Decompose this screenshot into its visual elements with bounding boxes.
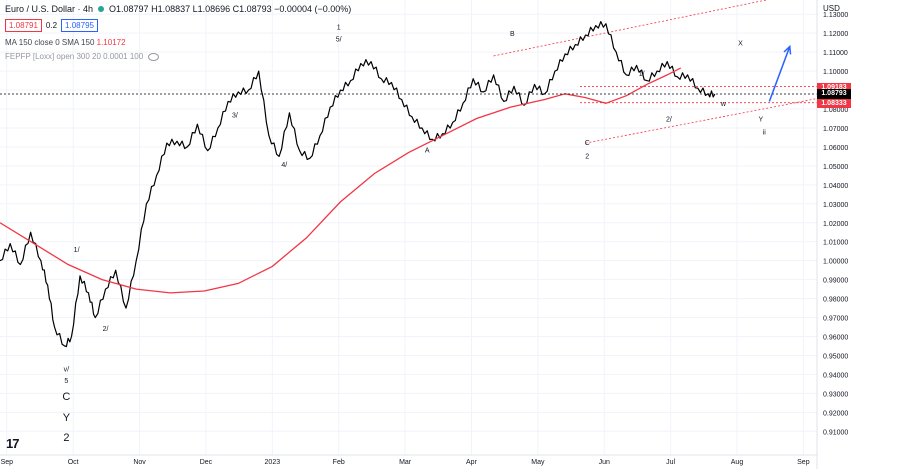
wave-label: 1/: [639, 71, 645, 78]
y-tick-label: 1.07000: [823, 126, 848, 133]
projection-arrow-head: [783, 44, 792, 55]
y-tick-label: 0.98000: [823, 297, 848, 304]
channel-lower-line: [585, 98, 818, 144]
wave-label: 2: [585, 153, 589, 160]
spread-value: 0.2: [45, 21, 58, 30]
x-tick-label: Mar: [399, 459, 412, 466]
wave-label: 1/: [74, 247, 80, 254]
grid-layer: [0, 0, 817, 455]
y-tick-label: 1.13000: [823, 12, 848, 19]
wave-label: Y: [758, 116, 763, 123]
y-tick-label: 1.08000: [823, 107, 848, 114]
wave-label: 1: [337, 24, 341, 31]
x-tick-label: Apr: [466, 459, 478, 466]
x-tick-label: Nov: [133, 459, 146, 466]
price-axis-panel: [817, 0, 900, 469]
y-tick-label: 1.12000: [823, 31, 848, 38]
y-tick-label: 1.04000: [823, 183, 848, 190]
y-tick-label: 1.02000: [823, 221, 848, 228]
channel-layer: [493, 0, 818, 144]
wave-label: 2/: [103, 326, 109, 333]
ma-indicator-value: 1.10172: [96, 38, 126, 47]
wave-label: B: [510, 31, 515, 38]
currency-label: USD: [823, 4, 840, 13]
wave-label: C: [585, 140, 590, 147]
ma-layer: [0, 67, 682, 294]
wave-label: 2/: [666, 116, 672, 123]
wave-label: 5: [64, 378, 68, 385]
y-tick-label: 0.92000: [823, 410, 848, 417]
market-status-icon: [98, 6, 105, 12]
x-tick-label: Aug: [731, 459, 744, 466]
y-tick-label: 1.00000: [823, 259, 848, 266]
y-tick-label: 1.06000: [823, 145, 848, 152]
hidden-eye-icon[interactable]: [148, 52, 160, 61]
y-tick-label: 0.94000: [823, 372, 848, 379]
price-layer: [0, 21, 716, 348]
ma-indicator-label: MA 150 close 0 SMA 150: [5, 38, 95, 47]
y-tick-label: 0.99000: [823, 278, 848, 285]
x-tick-label: Dec: [200, 459, 213, 466]
ask-button[interactable]: 1.08795: [61, 19, 98, 32]
wave-label: 2: [63, 432, 69, 444]
y-tick-label: 1.05000: [823, 164, 848, 171]
wave-label: 5/: [336, 37, 342, 44]
projection-arrow-shaft: [768, 46, 791, 102]
y-tick-label: 0.96000: [823, 335, 848, 342]
wave-label: i: [689, 0, 691, 2]
price-series-line: [0, 59, 382, 348]
x-tick-label: Sep: [797, 459, 810, 466]
x-tick-label: Oct: [68, 459, 79, 466]
x-tick-label: 2023: [265, 459, 281, 466]
tradingview-logo[interactable]: 17: [6, 436, 20, 451]
fepfp-indicator-legend[interactable]: FEPFP [Loxx] open 300 20 0.0001 100: [5, 52, 160, 61]
wave-label: X: [738, 41, 743, 48]
y-tick-label: 0.97000: [823, 316, 848, 323]
wave-label: 3/: [232, 113, 238, 120]
x-tick-label: Jul: [666, 459, 675, 466]
quote-boxes: 1.08791 0.2 1.08795: [5, 19, 98, 32]
level-label-lower: 1.08333: [817, 98, 851, 108]
fepfp-indicator-label: FEPFP [Loxx] open 300 20 0.0001 100: [5, 52, 144, 61]
ma-indicator-legend[interactable]: MA 150 close 0 SMA 150 1.10172: [5, 38, 126, 47]
symbol-header: Euro / U.S. Dollar · 4h O1.08797 H1.0883…: [5, 4, 351, 14]
level-layer: [0, 86, 817, 104]
y-tick-label: 1.10000: [823, 69, 848, 76]
wave-label: A: [425, 148, 430, 155]
x-tick-label: Sep: [1, 459, 14, 466]
y-tick-label: 1.03000: [823, 202, 848, 209]
y-tick-label: 0.91000: [823, 429, 848, 436]
y-tick-label: 0.93000: [823, 391, 848, 398]
x-tick-label: May: [531, 459, 545, 466]
ohlc-readout: O1.08797 H1.08837 L1.08696 C1.08793 −0.0…: [109, 4, 352, 14]
y-tick-label: 1.11000: [823, 50, 848, 57]
level-label-upper: 1.09183: [817, 82, 851, 92]
wave-label: C: [62, 391, 70, 403]
x-tick-label: Jun: [599, 459, 610, 466]
wave-label: Y: [63, 412, 71, 424]
y-tick-label: 0.95000: [823, 353, 848, 360]
price-series-line: [380, 21, 716, 142]
ma-150-line: [0, 67, 682, 294]
channel-upper-line: [493, 0, 769, 57]
projection-arrow-layer[interactable]: [768, 44, 792, 102]
wave-label: ii: [763, 130, 767, 137]
wave-label: 4/: [281, 162, 287, 169]
bid-button[interactable]: 1.08791: [5, 19, 42, 32]
wave-label: v/: [64, 367, 70, 374]
wave-label: w: [720, 101, 727, 108]
x-tick-label: Feb: [333, 459, 345, 466]
symbol-title[interactable]: Euro / U.S. Dollar · 4h: [5, 4, 94, 14]
y-tick-label: 1.01000: [823, 240, 848, 247]
